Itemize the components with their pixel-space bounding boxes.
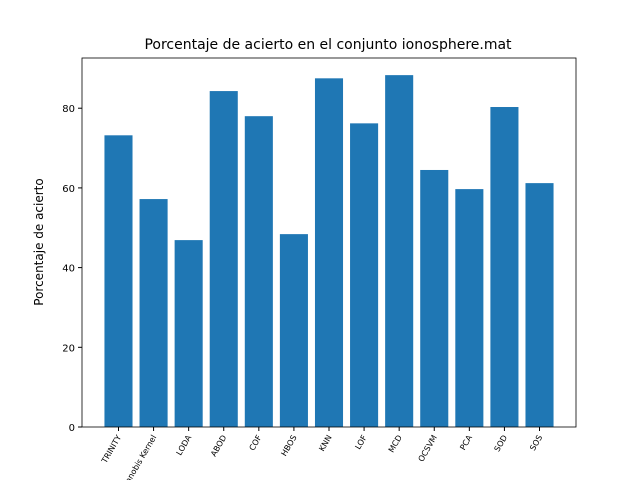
y-tick-label: 80 (62, 104, 75, 115)
x-tick-label: SOS (528, 434, 544, 453)
x-tick-label: ABOD (209, 434, 228, 459)
x-tick-label: TRINITY (99, 433, 123, 465)
bar (174, 240, 203, 427)
bar (420, 169, 449, 427)
x-tick-label: KNN (317, 433, 333, 452)
bar (455, 189, 484, 427)
x-tick-label: PCA (458, 433, 474, 452)
bar (139, 199, 168, 427)
bar (279, 234, 308, 427)
x-tick-label: MCD (387, 434, 404, 455)
y-axis-label: Porcentaje de acierto (32, 178, 46, 305)
y-tick-label: 0 (69, 423, 75, 434)
x-tick-label: SOD (493, 434, 510, 454)
bar (385, 75, 414, 428)
y-tick-label: 60 (62, 184, 75, 195)
bar (244, 116, 273, 428)
bar (209, 91, 238, 427)
axes-frame (81, 57, 577, 428)
x-tick-label: LOF (353, 433, 369, 451)
x-tick-label: COF (248, 433, 264, 452)
x-tick-label: OCSVM (417, 433, 440, 463)
bar (525, 183, 554, 427)
bar (490, 107, 519, 427)
bar (314, 78, 344, 428)
bar (104, 135, 133, 427)
x-tick-label: HBOS (279, 434, 298, 458)
y-tick-label: 40 (62, 264, 75, 275)
chart-title: Porcentaje de acierto en el conjunto ion… (144, 37, 512, 53)
y-tick-label: 20 (62, 343, 75, 354)
bar (350, 123, 379, 427)
x-tick-label: LODA (175, 433, 194, 457)
